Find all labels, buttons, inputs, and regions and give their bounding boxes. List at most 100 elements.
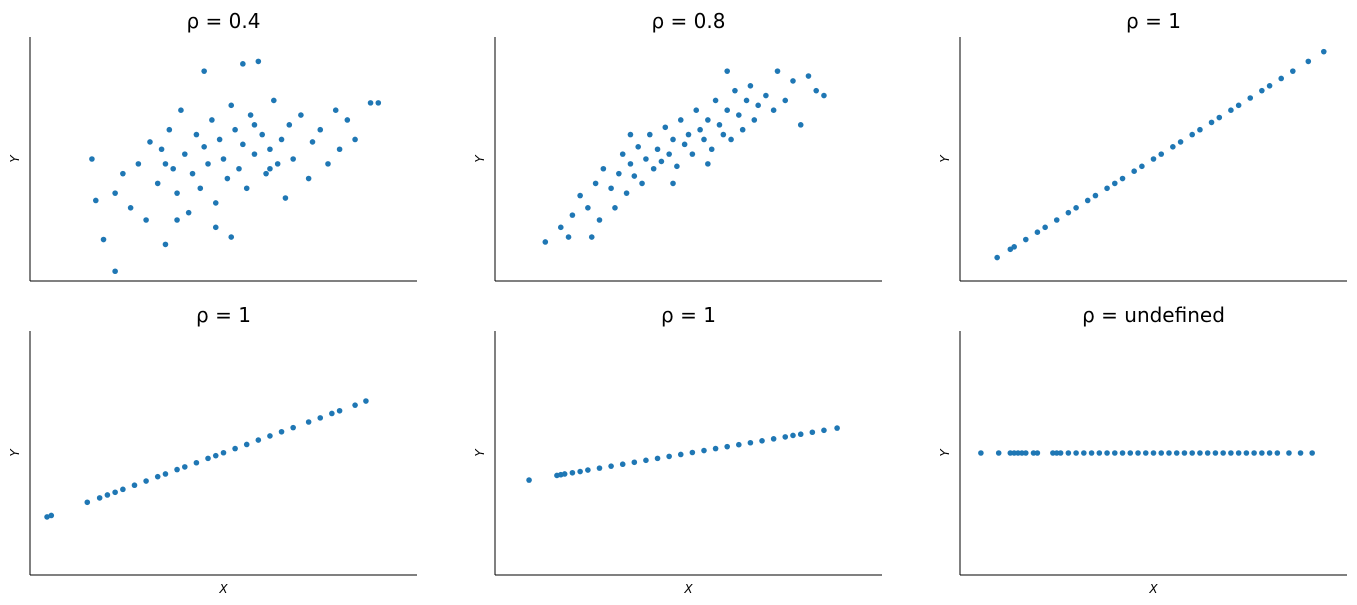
point xyxy=(220,449,227,456)
point xyxy=(174,190,180,196)
point xyxy=(1158,450,1165,456)
point xyxy=(635,144,641,150)
point xyxy=(1081,450,1087,456)
point xyxy=(724,68,730,74)
point xyxy=(166,126,173,133)
point xyxy=(212,200,219,206)
point xyxy=(1034,450,1041,456)
point xyxy=(569,469,576,476)
point xyxy=(654,455,661,462)
point xyxy=(201,68,207,74)
point xyxy=(104,492,111,498)
point xyxy=(1019,450,1025,456)
point xyxy=(639,180,645,187)
point xyxy=(1170,144,1176,150)
point xyxy=(693,107,700,113)
x-axis-label: X xyxy=(218,582,228,596)
point xyxy=(770,107,777,113)
point xyxy=(588,234,595,240)
point xyxy=(600,165,607,172)
point xyxy=(596,465,603,471)
point xyxy=(185,209,192,216)
point xyxy=(1197,126,1203,133)
point xyxy=(212,452,219,459)
point xyxy=(271,97,277,104)
point xyxy=(1057,450,1064,456)
point xyxy=(1251,450,1257,456)
point xyxy=(1104,450,1110,456)
point xyxy=(1212,450,1219,456)
point xyxy=(720,131,727,138)
point xyxy=(834,425,840,431)
point xyxy=(697,126,703,133)
point xyxy=(1158,151,1165,157)
point xyxy=(182,464,188,470)
point xyxy=(305,419,312,425)
point xyxy=(805,73,812,79)
point xyxy=(1305,58,1312,65)
point xyxy=(131,482,138,489)
point xyxy=(1119,450,1126,456)
point xyxy=(627,161,634,167)
point xyxy=(352,136,358,143)
point xyxy=(821,92,827,99)
point xyxy=(298,112,304,118)
point xyxy=(1127,450,1134,456)
point xyxy=(1050,450,1056,456)
point xyxy=(712,445,719,452)
point xyxy=(305,175,312,182)
point xyxy=(647,131,653,138)
point xyxy=(255,437,262,443)
point xyxy=(224,175,231,182)
point xyxy=(367,100,374,106)
point xyxy=(662,124,669,131)
point xyxy=(608,185,614,192)
point xyxy=(1259,450,1265,456)
point xyxy=(1243,450,1250,456)
point xyxy=(526,477,532,483)
point xyxy=(670,180,676,187)
chart-title: ρ = 0.4 xyxy=(187,9,261,33)
point xyxy=(251,122,258,128)
point xyxy=(154,473,161,480)
point xyxy=(619,151,626,157)
point xyxy=(736,112,742,118)
point xyxy=(1266,83,1273,89)
point xyxy=(205,161,211,167)
point xyxy=(352,402,358,408)
point xyxy=(809,429,816,436)
point xyxy=(178,107,184,113)
point xyxy=(232,126,238,133)
point xyxy=(267,433,273,439)
point xyxy=(755,102,761,109)
y-axis-label: Y xyxy=(473,154,487,163)
point xyxy=(1112,180,1118,187)
point xyxy=(290,156,296,162)
point xyxy=(247,112,254,118)
point xyxy=(120,486,126,493)
point xyxy=(243,441,250,448)
point xyxy=(790,78,796,84)
point xyxy=(309,139,316,145)
point xyxy=(797,431,804,438)
point xyxy=(701,136,707,143)
point xyxy=(1007,450,1014,456)
point xyxy=(92,197,99,204)
point xyxy=(616,170,622,177)
point xyxy=(650,165,657,172)
point xyxy=(147,139,153,145)
point xyxy=(689,151,696,157)
point xyxy=(1139,163,1145,170)
point xyxy=(89,156,95,162)
point xyxy=(1112,450,1118,456)
point xyxy=(1065,209,1072,216)
point xyxy=(1220,450,1226,456)
point xyxy=(557,224,564,231)
point xyxy=(716,122,723,128)
point xyxy=(209,117,215,123)
point xyxy=(1150,450,1157,456)
point xyxy=(681,141,688,148)
point xyxy=(135,161,142,167)
point xyxy=(236,165,242,172)
